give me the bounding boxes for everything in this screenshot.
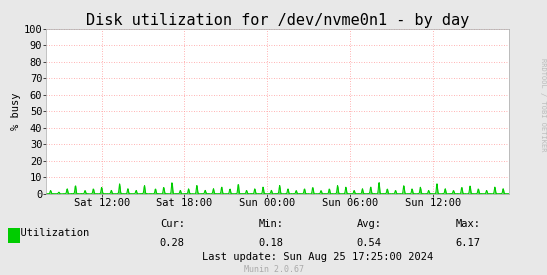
Text: 0.18: 0.18 — [258, 238, 283, 248]
Text: Munin 2.0.67: Munin 2.0.67 — [243, 265, 304, 274]
Text: Utilization: Utilization — [8, 229, 90, 238]
Text: Max:: Max: — [455, 219, 480, 229]
Text: Cur:: Cur: — [160, 219, 185, 229]
Text: 0.28: 0.28 — [160, 238, 185, 248]
Text: 6.17: 6.17 — [455, 238, 480, 248]
Text: Min:: Min: — [258, 219, 283, 229]
Text: Avg:: Avg: — [357, 219, 382, 229]
Text: RRDTOOL / TOBI OETIKER: RRDTOOL / TOBI OETIKER — [540, 58, 546, 151]
Text: Last update: Sun Aug 25 17:25:00 2024: Last update: Sun Aug 25 17:25:00 2024 — [202, 252, 433, 262]
Y-axis label: % busy: % busy — [11, 93, 21, 130]
Title: Disk utilization for /dev/nvme0n1 - by day: Disk utilization for /dev/nvme0n1 - by d… — [86, 13, 469, 28]
Text: 0.54: 0.54 — [357, 238, 382, 248]
